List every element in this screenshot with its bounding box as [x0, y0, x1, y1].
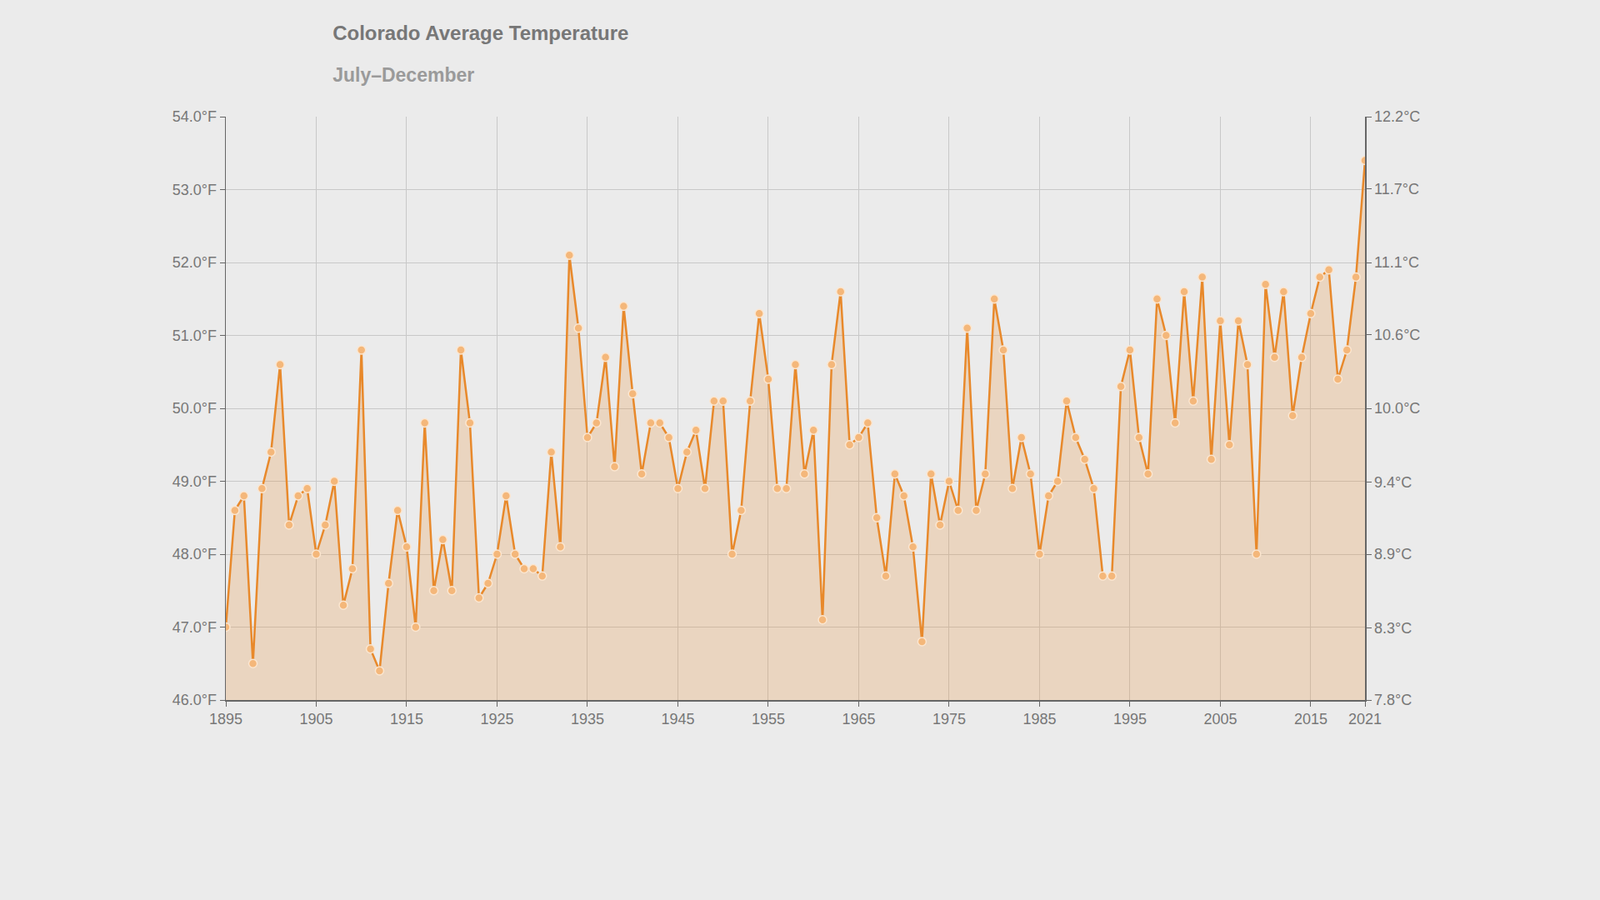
svg-text:1965: 1965 [841, 710, 875, 728]
svg-text:54.0°F: 54.0°F [172, 108, 217, 125]
svg-text:11.1°C: 11.1°C [1374, 254, 1420, 271]
svg-text:8.3°C: 8.3°C [1374, 620, 1412, 637]
svg-text:Colorado Average Temperature: Colorado Average Temperature [332, 21, 629, 45]
svg-text:1895: 1895 [209, 710, 243, 728]
svg-text:48.0°F: 48.0°F [172, 545, 217, 563]
svg-text:12.2°C: 12.2°C [1374, 108, 1420, 125]
svg-text:50.0°F: 50.0°F [172, 400, 217, 417]
svg-text:10.6°C: 10.6°C [1374, 326, 1420, 344]
svg-text:51.0°F: 51.0°F [172, 327, 217, 345]
svg-text:9.4°C: 9.4°C [1374, 474, 1412, 491]
svg-text:7.8°C: 7.8°C [1374, 691, 1412, 709]
svg-text:1945: 1945 [660, 710, 695, 728]
svg-text:July–December: July–December [332, 64, 475, 86]
svg-text:1995: 1995 [1113, 710, 1147, 728]
svg-text:10.0°C: 10.0°C [1374, 400, 1420, 417]
svg-text:11.7°C: 11.7°C [1374, 180, 1420, 198]
svg-text:1975: 1975 [932, 710, 966, 728]
svg-text:49.0°F: 49.0°F [172, 473, 217, 490]
svg-text:46.0°F: 46.0°F [172, 691, 217, 709]
svg-text:2005: 2005 [1203, 710, 1237, 728]
svg-text:1935: 1935 [570, 710, 605, 728]
svg-text:52.0°F: 52.0°F [172, 254, 217, 271]
svg-text:1915: 1915 [390, 710, 424, 728]
svg-text:1985: 1985 [1022, 710, 1056, 728]
svg-text:2015: 2015 [1294, 710, 1328, 728]
svg-text:2021: 2021 [1348, 710, 1382, 728]
svg-text:8.9°C: 8.9°C [1374, 545, 1412, 563]
svg-text:1925: 1925 [480, 710, 514, 728]
svg-text:1955: 1955 [751, 710, 785, 728]
svg-text:53.0°F: 53.0°F [172, 181, 217, 199]
svg-text:1905: 1905 [299, 710, 333, 728]
svg-text:47.0°F: 47.0°F [172, 619, 217, 636]
